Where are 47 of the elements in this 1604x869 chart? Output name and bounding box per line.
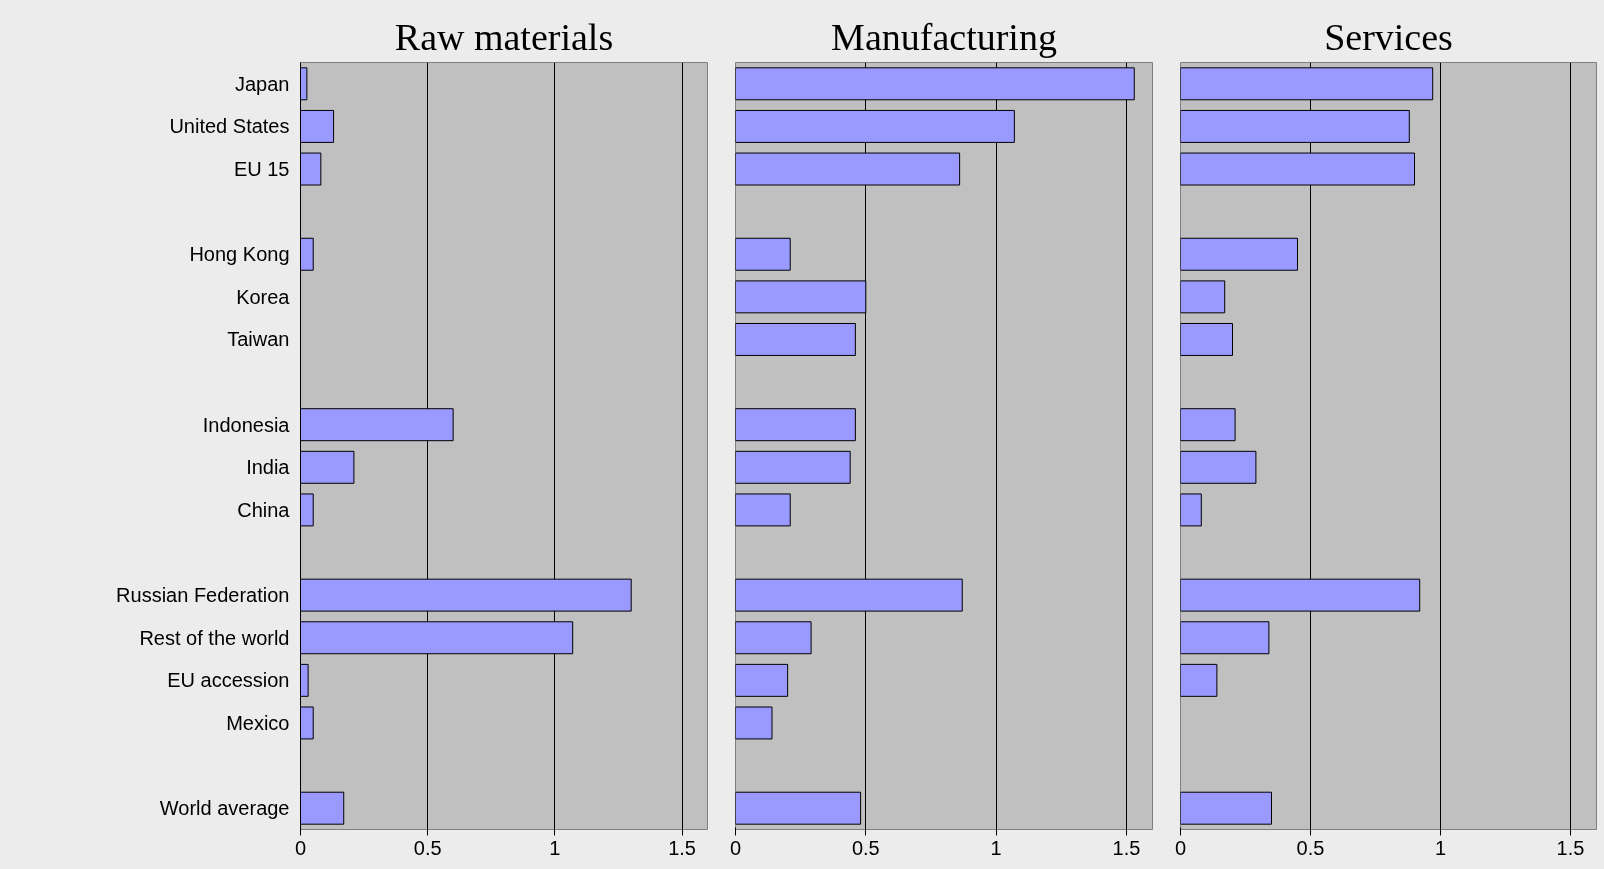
x-tick-label: 0.5 — [851, 836, 880, 859]
x-tick-label: 0.5 — [413, 836, 442, 859]
chart-title: Services — [1324, 15, 1453, 58]
y-tick-label: Indonesia — [202, 413, 291, 436]
y-tick-label: Mexico — [226, 711, 290, 734]
y-tick-label: Hong Kong — [189, 243, 290, 266]
x-tick-label: 1 — [549, 836, 561, 859]
y-tick-label: Russian Federation — [116, 584, 290, 607]
x-tick-label: 1.5 — [1556, 836, 1585, 859]
y-tick-label: India — [246, 456, 291, 479]
bar — [1180, 493, 1202, 527]
chart-title: Manufacturing — [831, 15, 1057, 58]
y-tick-label: Rest of the world — [139, 626, 290, 649]
y-tick-label: United States — [169, 115, 290, 138]
x-tick-label: 0 — [1174, 836, 1187, 859]
y-tick-label: EU accession — [167, 669, 290, 692]
x-tick-label: 1 — [1434, 836, 1447, 859]
chart-title: Raw materials — [394, 15, 614, 58]
x-tick-label: 0 — [294, 836, 307, 859]
bar — [735, 706, 773, 740]
y-tick-label: China — [237, 498, 291, 521]
bar — [1180, 450, 1257, 484]
bar — [735, 322, 856, 356]
bar — [1180, 663, 1218, 697]
x-tick-label: 1.5 — [668, 836, 696, 859]
bar — [735, 621, 812, 655]
bar — [1180, 791, 1272, 825]
bar — [1180, 237, 1298, 271]
y-tick-label: World average — [159, 797, 290, 820]
bar — [735, 493, 791, 527]
y-tick-label: EU 15 — [233, 158, 290, 181]
y-tick-label: Japan — [235, 72, 290, 95]
bar — [735, 663, 789, 697]
bar — [1180, 280, 1226, 314]
bar — [1180, 408, 1236, 442]
x-tick-label: 0.5 — [1296, 836, 1325, 859]
x-tick-label: 0 — [729, 836, 742, 859]
x-tick-label: 1 — [990, 836, 1002, 859]
bar — [735, 408, 856, 442]
bar — [735, 791, 862, 825]
bar — [735, 237, 791, 271]
bar — [1180, 621, 1270, 655]
y-tick-label: Korea — [236, 285, 291, 308]
bar — [735, 450, 851, 484]
x-tick-label: 1.5 — [1112, 836, 1141, 859]
y-tick-label: Taiwan — [227, 328, 290, 351]
bar — [1180, 322, 1233, 356]
